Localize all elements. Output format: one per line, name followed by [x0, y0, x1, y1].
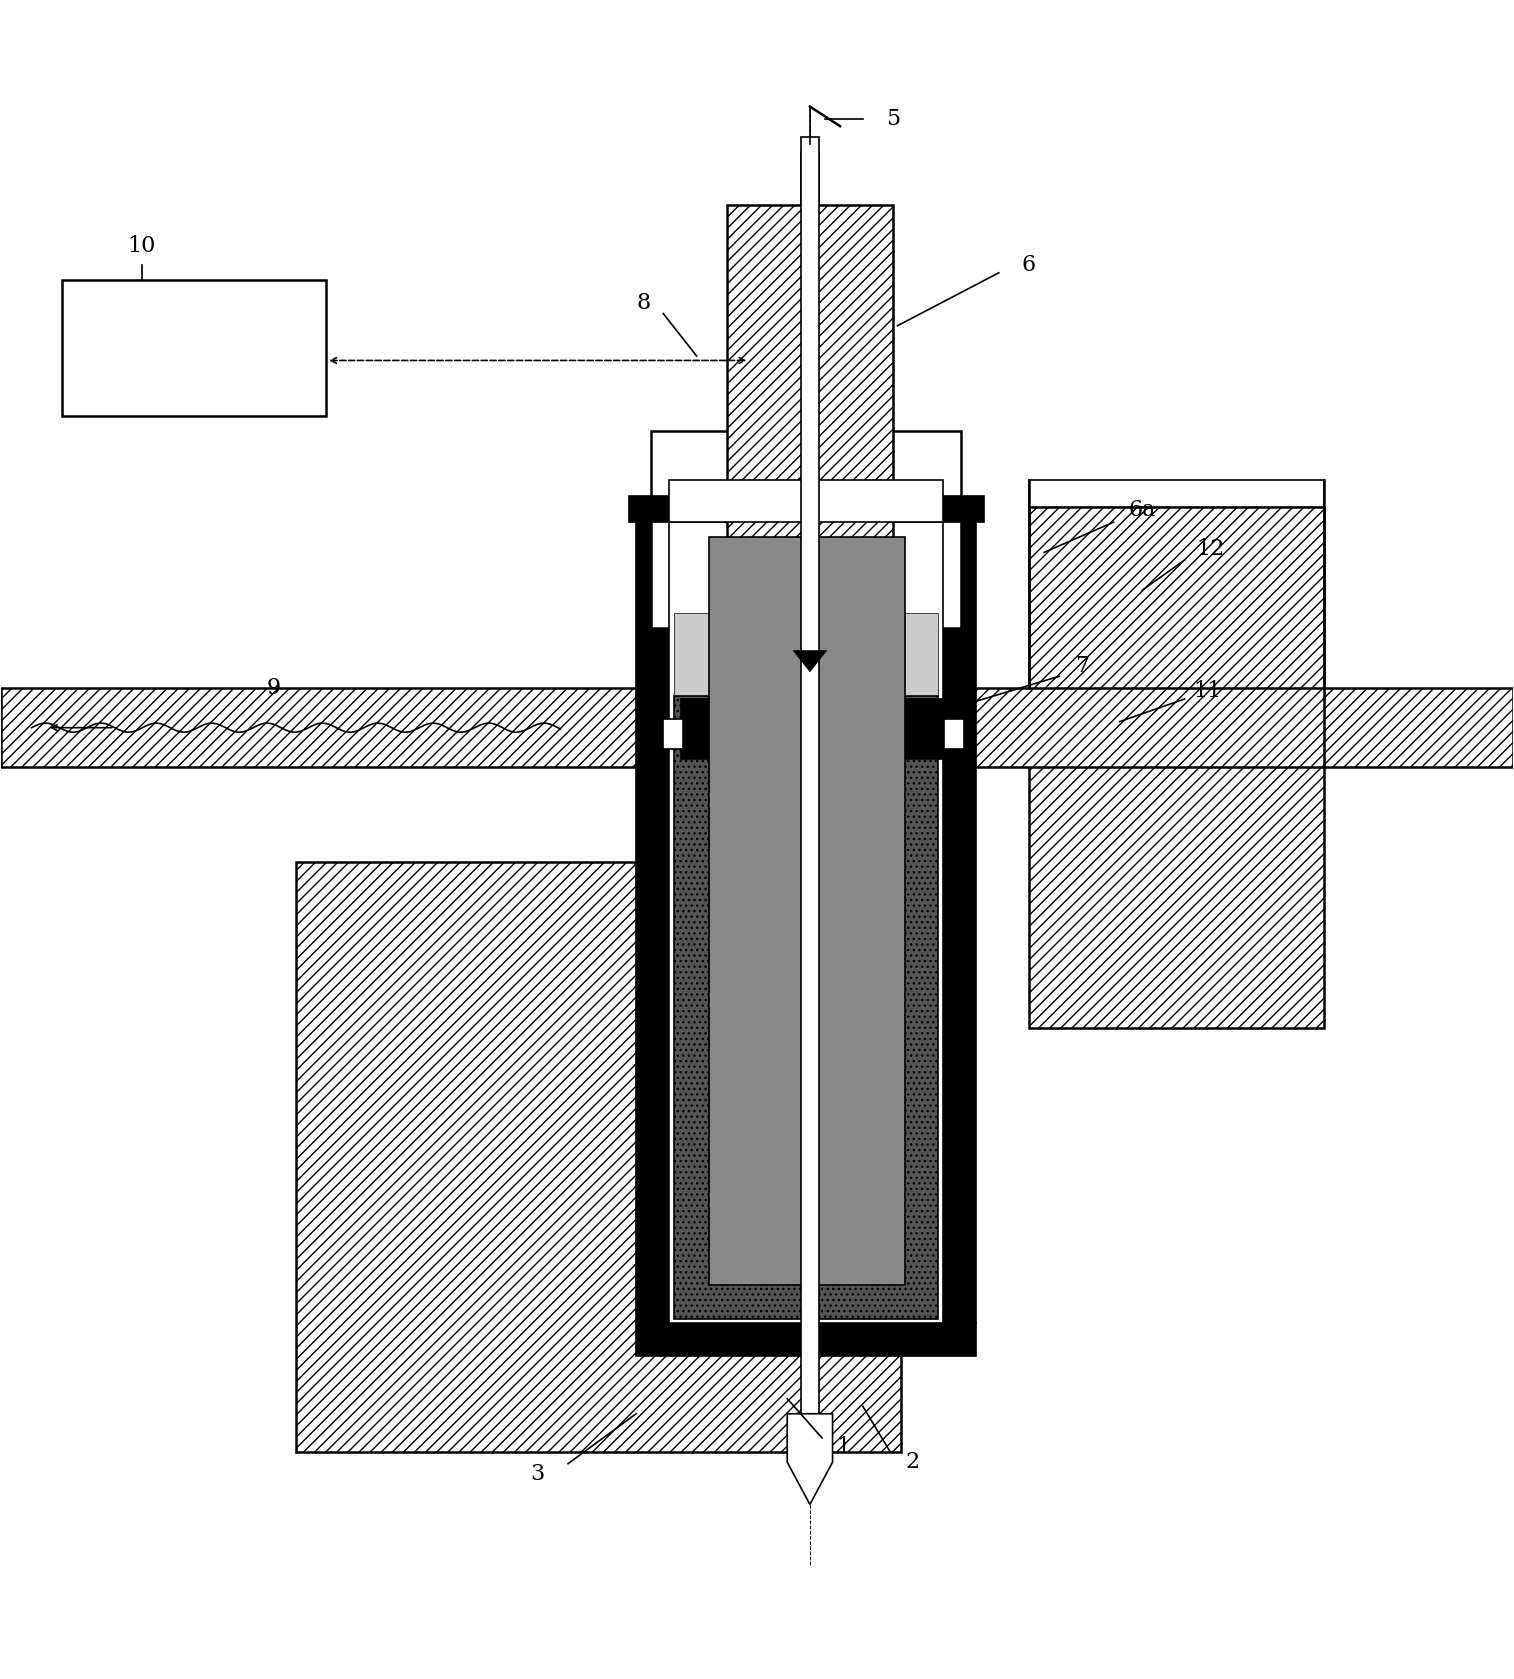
- Text: 6: 6: [1022, 254, 1036, 277]
- Bar: [674, 613, 939, 695]
- Bar: [674, 695, 939, 1318]
- Polygon shape: [793, 650, 827, 672]
- Bar: [945, 719, 964, 749]
- Text: 10: 10: [127, 235, 156, 257]
- Text: 2: 2: [905, 1451, 919, 1472]
- Bar: [669, 480, 943, 522]
- Bar: [1030, 507, 1323, 1029]
- Bar: [636, 1323, 977, 1357]
- Bar: [663, 719, 683, 749]
- Text: 8: 8: [636, 292, 651, 314]
- Bar: [709, 537, 905, 1286]
- Bar: [1030, 480, 1323, 507]
- Bar: [681, 698, 727, 759]
- Text: 7: 7: [1075, 655, 1089, 677]
- Bar: [943, 522, 977, 1323]
- Bar: [893, 698, 946, 759]
- Text: 12: 12: [1196, 539, 1225, 561]
- Bar: [651, 432, 961, 628]
- Text: 3: 3: [531, 1462, 545, 1486]
- Bar: [801, 151, 819, 205]
- Bar: [628, 495, 984, 522]
- Text: 1: 1: [836, 1436, 851, 1457]
- Bar: [297, 863, 901, 1452]
- Text: 9: 9: [266, 677, 280, 700]
- Bar: [727, 205, 893, 688]
- Bar: [636, 522, 669, 1323]
- Bar: [669, 522, 943, 1323]
- Text: 11: 11: [1193, 680, 1222, 702]
- Text: 6a: 6a: [1128, 499, 1157, 520]
- Polygon shape: [787, 1414, 833, 1504]
- Bar: [62, 280, 327, 416]
- Bar: [2, 688, 1512, 767]
- Text: 5: 5: [886, 107, 899, 129]
- Bar: [801, 136, 819, 1467]
